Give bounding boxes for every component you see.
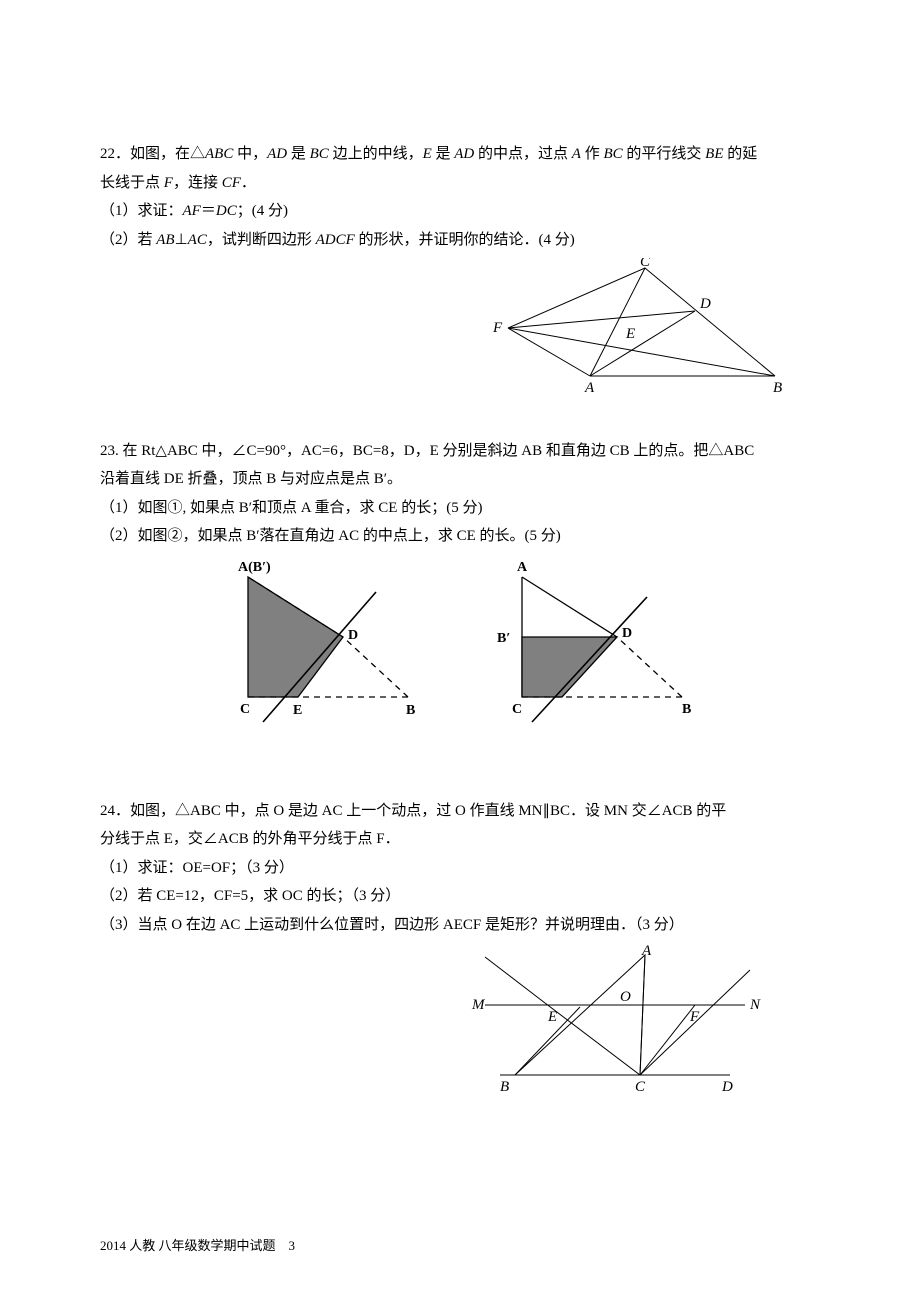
lbl-B: B: [682, 702, 691, 717]
t: CF: [222, 175, 241, 191]
t: ⊥: [175, 232, 188, 248]
problem-24: 24．如图，△ABC 中，点 O 是边 AC 上一个动点，过 O 作直线 MN∥…: [100, 797, 820, 1106]
t: 的平行线交: [623, 146, 706, 162]
q22-stem-line2: 长线于点 F，连接 CF．: [100, 169, 820, 198]
lbl-Bp: B′: [497, 631, 510, 646]
lbl-E: E: [547, 1009, 557, 1025]
lbl-C: C: [240, 702, 250, 717]
t: 的延: [723, 146, 757, 162]
t: A: [572, 146, 581, 162]
t: 长线于点: [100, 175, 164, 191]
lbl-F: F: [492, 320, 503, 336]
t: AB: [156, 232, 174, 248]
t: 是: [432, 146, 455, 162]
t: 的中点，过点: [474, 146, 572, 162]
footer-text: 2014 人教 八年级数学期中试题: [100, 1238, 276, 1253]
lbl-B: B: [500, 1079, 509, 1095]
t: 的形状，并证明你的结论．(4 分): [355, 232, 575, 248]
t: AD: [267, 146, 287, 162]
problem-22: 22．如图，在△ABC 中，AD 是 BC 边上的中线，E 是 AD 的中点，过…: [100, 140, 820, 409]
t: ABC: [205, 146, 233, 162]
t: 22．如图，在△: [100, 146, 205, 162]
lbl-D: D: [348, 628, 358, 643]
t: ．: [241, 175, 256, 191]
footer-page: 3: [289, 1238, 296, 1253]
t: ADCF: [316, 232, 355, 248]
t: ＝: [201, 203, 216, 219]
q23-stem-line2: 沿着直线 DE 折叠，顶点 B 与对应点是点 B′。: [100, 465, 820, 494]
lbl-N: N: [749, 997, 761, 1013]
lbl-M: M: [471, 997, 486, 1013]
q24-figure: A M N E O F B C D: [470, 945, 820, 1106]
q23-figures: A(B′) D C E B A B′ D C: [100, 557, 820, 727]
t: AD: [454, 146, 474, 162]
q22-stem-line1: 22．如图，在△ABC 中，AD 是 BC 边上的中线，E 是 AD 的中点，过…: [100, 140, 820, 169]
lbl-C: C: [512, 702, 522, 717]
lbl-B: B: [773, 380, 782, 396]
t: BE: [705, 146, 723, 162]
t: BC: [310, 146, 329, 162]
t: DC: [216, 203, 237, 219]
page-footer: 2014 人教 八年级数学期中试题 3: [100, 1235, 295, 1254]
lbl-E: E: [625, 326, 635, 342]
t: ，试判断四边形: [207, 232, 316, 248]
t: （1）求证：: [100, 203, 183, 219]
lbl-A: A: [641, 945, 652, 959]
t: BC: [603, 146, 622, 162]
q23-stem-line1: 23. 在 Rt△ABC 中，∠C=90°，AC=6，BC=8，D，E 分别是斜…: [100, 437, 820, 466]
lbl-A: A: [584, 380, 595, 396]
q23-part2: （2）如图②，如果点 B′落在直角边 AC 的中点上，求 CE 的长。(5 分): [100, 522, 820, 551]
t: （2）若: [100, 232, 156, 248]
q23-part1: （1）如图①, 如果点 B′和顶点 A 重合，求 CE 的长；(5 分): [100, 494, 820, 523]
q24-part2: （2）若 CE=12，CF=5，求 OC 的长；（3 分）: [100, 882, 820, 911]
t: ；(4 分): [237, 203, 288, 219]
t: 作: [581, 146, 604, 162]
lbl-D: D: [721, 1079, 733, 1095]
t: 边上的中线，: [329, 146, 423, 162]
q22-figure: C D F E A B: [490, 258, 820, 409]
page: 22．如图，在△ABC 中，AD 是 BC 边上的中线，E 是 AD 的中点，过…: [0, 0, 920, 1302]
lbl-C: C: [635, 1079, 646, 1095]
t: AF: [183, 203, 201, 219]
lbl-D: D: [622, 626, 632, 641]
lbl-F: F: [689, 1009, 700, 1025]
q22-part1: （1）求证：AF＝DC；(4 分): [100, 197, 820, 226]
lbl-B: B: [406, 703, 415, 718]
t: AC: [188, 232, 207, 248]
lbl-A: A(B′): [238, 560, 271, 575]
q24-part3: （3）当点 O 在边 AC 上运动到什么位置时，四边形 AECF 是矩形？并说明…: [100, 911, 820, 940]
q24-stem-line2: 分线于点 E，交∠ACB 的外角平分线于点 F．: [100, 825, 820, 854]
t: ，连接: [173, 175, 222, 191]
t: F: [164, 175, 173, 191]
q24-part1: （1）求证：OE=OF；（3 分）: [100, 854, 820, 883]
lbl-O: O: [620, 989, 631, 1005]
lbl-A: A: [517, 560, 528, 575]
q22-part2: （2）若 AB⊥AC，试判断四边形 ADCF 的形状，并证明你的结论．(4 分): [100, 226, 820, 255]
lbl-E: E: [293, 703, 302, 718]
lbl-C: C: [640, 258, 651, 270]
problem-23: 23. 在 Rt△ABC 中，∠C=90°，AC=6，BC=8，D，E 分别是斜…: [100, 437, 820, 727]
lbl-D: D: [699, 296, 711, 312]
t: 是: [287, 146, 310, 162]
t: E: [423, 146, 432, 162]
q24-stem-line1: 24．如图，△ABC 中，点 O 是边 AC 上一个动点，过 O 作直线 MN∥…: [100, 797, 820, 826]
t: 中，: [233, 146, 267, 162]
